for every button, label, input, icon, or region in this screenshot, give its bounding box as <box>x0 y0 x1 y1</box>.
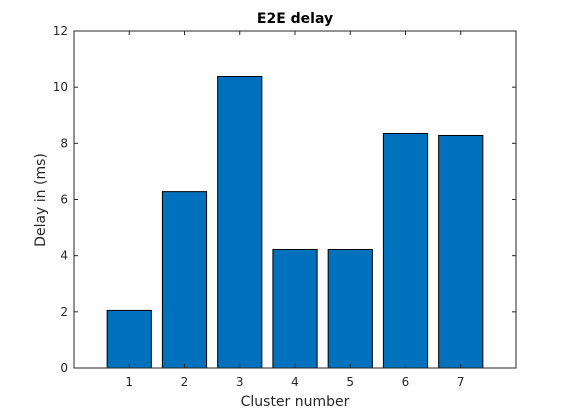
chart-title: E2E delay <box>257 11 333 27</box>
y-tick-label: 12 <box>53 24 68 38</box>
y-tick-label: 10 <box>53 80 68 94</box>
x-tick-label: 4 <box>291 375 299 389</box>
bar-cluster-7 <box>438 134 484 369</box>
bar-cluster-1 <box>106 309 152 369</box>
bar-cluster-4 <box>272 248 318 369</box>
y-tick-label: 6 <box>60 193 68 207</box>
bar-cluster-3 <box>217 75 263 369</box>
bar-cluster-2 <box>161 191 208 369</box>
y-axis-title: Delay in (ms) <box>33 153 49 247</box>
y-tick-label: 4 <box>60 249 68 263</box>
bar-group <box>106 75 484 369</box>
x-tick-label: 6 <box>402 375 410 389</box>
x-tick-label: 5 <box>346 375 354 389</box>
x-axis-title: Cluster number <box>241 394 350 410</box>
y-tick-label: 8 <box>60 136 68 150</box>
x-tick-label: 1 <box>125 375 133 389</box>
x-tick-label: 7 <box>457 375 465 389</box>
bar-cluster-5 <box>327 248 373 369</box>
x-tick-label: 2 <box>181 375 189 389</box>
plot-area-border <box>73 30 517 369</box>
y-tick-label: 0 <box>60 361 68 375</box>
bar-cluster-6 <box>382 133 429 369</box>
y-tick-label: 2 <box>60 305 68 319</box>
x-tick-label: 3 <box>236 375 244 389</box>
